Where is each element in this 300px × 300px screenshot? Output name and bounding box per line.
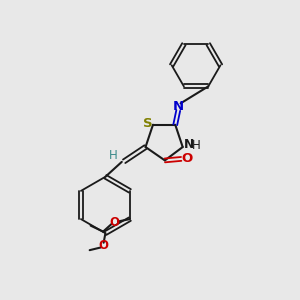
Text: H: H (109, 149, 118, 162)
Text: O: O (182, 152, 193, 164)
Text: N: N (184, 138, 194, 151)
Text: N: N (173, 100, 184, 113)
Text: H: H (192, 139, 200, 152)
Text: S: S (143, 117, 152, 130)
Text: ethoxy: ethoxy (108, 223, 113, 224)
Text: O: O (98, 239, 108, 252)
Text: O: O (110, 216, 119, 229)
